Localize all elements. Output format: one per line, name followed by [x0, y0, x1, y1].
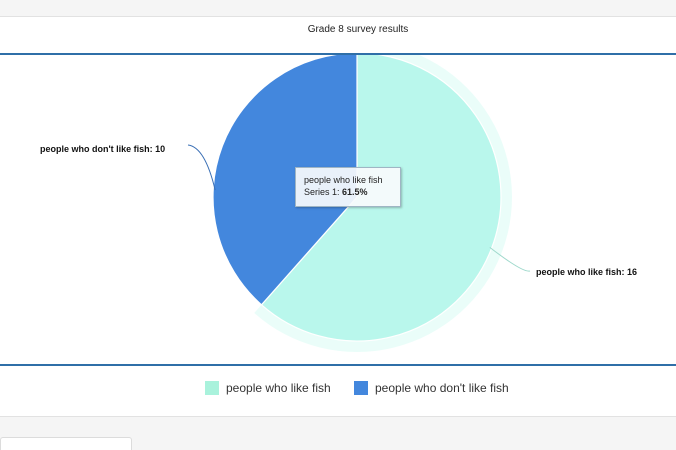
tooltip-category: people who like fish	[304, 175, 383, 185]
plot-area: people who like fish: 16 people who don'…	[0, 53, 676, 366]
slice-dont-like-fish	[212, 55, 358, 306]
legend-item-like-fish[interactable]: people who like fish	[205, 381, 331, 395]
legend-item-dont-like-fish[interactable]: people who don't like fish	[354, 381, 509, 395]
legend-label-like-fish: people who like fish	[226, 381, 331, 395]
data-label-like-fish: people who like fish: 16	[536, 267, 638, 277]
tooltip-series-prefix: Series 1:	[304, 187, 343, 197]
legend-swatch-dont-like-fish	[354, 381, 368, 395]
data-label-dont-like-fish: people who don't like fish: 10	[40, 144, 166, 154]
chart-title: Grade 8 survey results	[307, 24, 409, 35]
bottom-tab[interactable]	[0, 437, 132, 450]
tooltip-value: 61.5%	[342, 187, 368, 197]
connector-like-fish	[489, 246, 531, 272]
chart-title-area: Grade 8 survey results	[0, 17, 676, 53]
bottom-strip	[0, 416, 676, 450]
legend-label-dont-like-fish: people who don't like fish	[375, 381, 509, 395]
tooltip: people who like fish Series 1: 61.5%	[295, 167, 401, 207]
legend: people who like fish people who don't li…	[0, 366, 676, 416]
pie-chart	[187, 55, 531, 352]
tooltip-series-line: Series 1: 61.5%	[304, 186, 400, 198]
connector-dont-like-fish	[187, 144, 216, 191]
legend-swatch-like-fish	[205, 381, 219, 395]
top-toolbar-strip	[0, 0, 676, 17]
